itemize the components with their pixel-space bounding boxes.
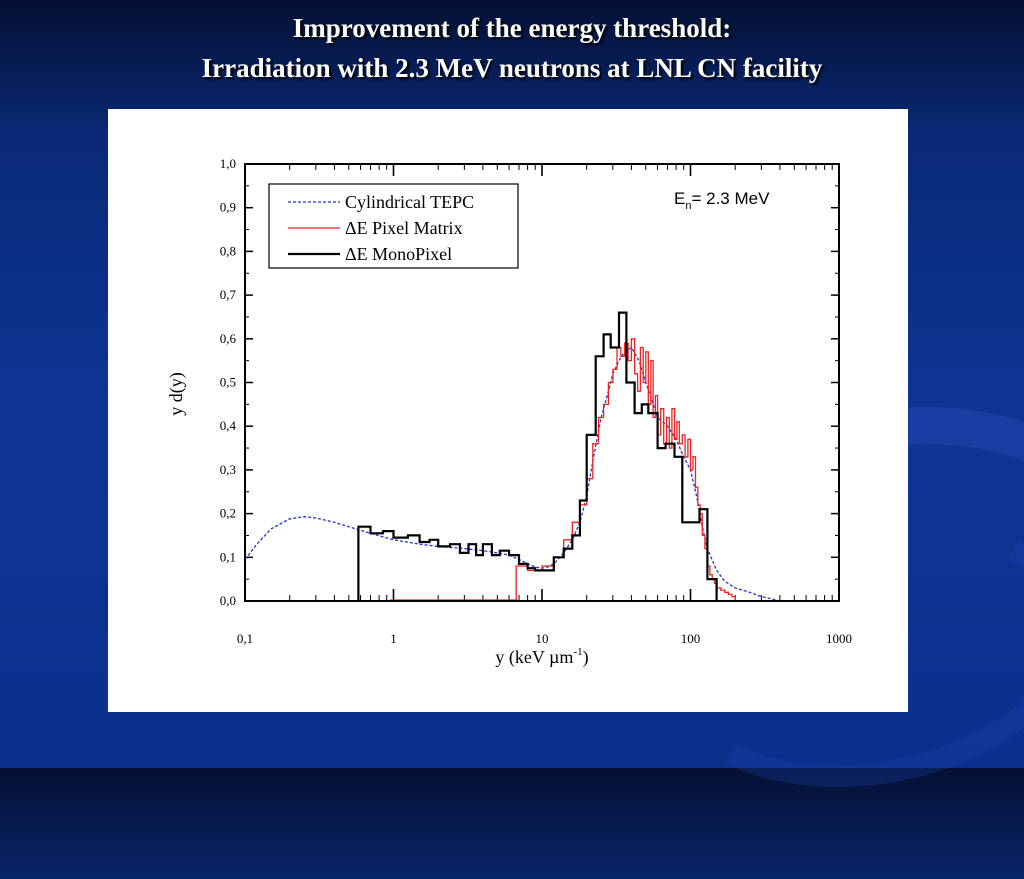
chart: y d(y) y (keV µm-1) En= 2.3 MeV 0,00,10,… <box>166 156 852 668</box>
y-tick-label: 0,8 <box>220 243 236 258</box>
title-line-2: Irradiation with 2.3 MeV neutrons at LNL… <box>201 53 823 83</box>
title-line-1: Improvement of the energy threshold: <box>292 13 732 43</box>
legend-label: ΔE Pixel Matrix <box>345 218 463 238</box>
x-tick-label: 1000 <box>826 631 852 646</box>
plot-layer: 0,0 0,1 0,2 0,3 0,4 0,5 0,6 0,7 0,8 0,9 1,0 0,1 1 10 1… <box>220 156 852 646</box>
plot-frame <box>244 163 840 602</box>
series-step-monopixel <box>357 311 718 601</box>
x-tick-label: 100 <box>681 631 701 646</box>
y-tick-label: 0,3 <box>220 462 236 477</box>
x-axis-label: y (keV µm-1) <box>495 646 588 668</box>
x-tick-label: 1 <box>390 631 397 646</box>
legend: Cylindrical TEPC ΔE Pixel Matrix ΔE MonoPi… <box>268 183 519 269</box>
y-tick-label: 0,7 <box>220 287 237 302</box>
energy-annotation: En= 2.3 MeV <box>674 189 770 212</box>
y-tick-label: 0,4 <box>220 418 237 433</box>
y-tick-label: 0,5 <box>220 375 236 390</box>
y-tick-label: 0,6 <box>220 331 237 346</box>
series-line-tepc <box>244 346 781 602</box>
y-axis-label: y d(y) <box>166 372 187 416</box>
y-tick-label: 0,1 <box>220 549 236 564</box>
x-tick-label: 10 <box>536 631 549 646</box>
y-tick-label: 0,0 <box>220 593 236 608</box>
y-tick-label: 0,2 <box>220 506 236 521</box>
slide-title: Improvement of the energy threshold: Irr… <box>0 8 1024 88</box>
y-tick-label: 0,9 <box>220 200 236 215</box>
y-tick-label: 1,0 <box>220 156 236 171</box>
chart-panel: y d(y) y (keV µm-1) En= 2.3 MeV 0,0 0,1 0,… <box>108 109 908 712</box>
x-tick-label: 0,1 <box>237 631 253 646</box>
legend-label: Cylindrical TEPC <box>345 192 474 212</box>
legend-label: ΔE MonoPixel <box>345 244 452 264</box>
